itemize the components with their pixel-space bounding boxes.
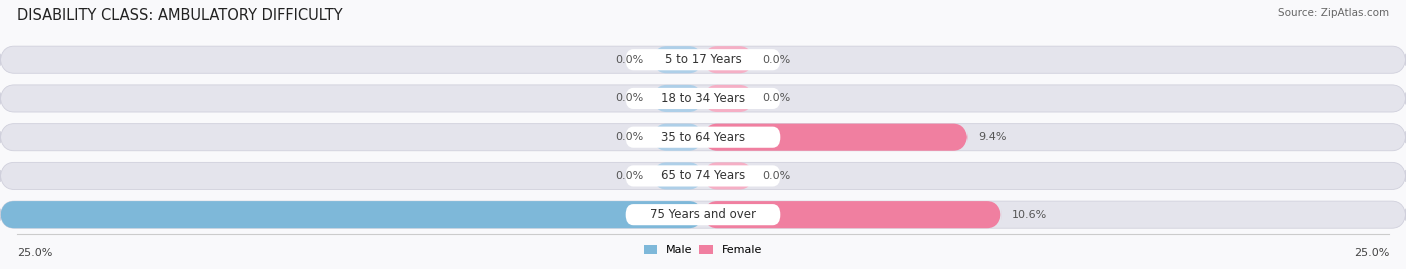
Text: 0.0%: 0.0% (762, 93, 790, 104)
FancyBboxPatch shape (652, 46, 703, 73)
FancyBboxPatch shape (0, 162, 1406, 189)
FancyBboxPatch shape (652, 124, 703, 151)
Text: DISABILITY CLASS: AMBULATORY DIFFICULTY: DISABILITY CLASS: AMBULATORY DIFFICULTY (17, 8, 343, 23)
Text: 25.0%: 25.0% (1354, 248, 1389, 258)
Text: 10.6%: 10.6% (1012, 210, 1047, 220)
FancyBboxPatch shape (703, 162, 754, 189)
Text: Source: ZipAtlas.com: Source: ZipAtlas.com (1278, 8, 1389, 18)
FancyBboxPatch shape (0, 85, 1406, 112)
FancyBboxPatch shape (0, 124, 1406, 151)
Text: 0.0%: 0.0% (616, 171, 644, 181)
Legend: Male, Female: Male, Female (644, 245, 762, 255)
Text: 0.0%: 0.0% (616, 55, 644, 65)
Text: 35 to 64 Years: 35 to 64 Years (661, 131, 745, 144)
FancyBboxPatch shape (703, 201, 1001, 228)
FancyBboxPatch shape (626, 127, 780, 148)
FancyBboxPatch shape (652, 85, 703, 112)
Text: 0.0%: 0.0% (616, 132, 644, 142)
FancyBboxPatch shape (626, 204, 780, 225)
Text: 9.4%: 9.4% (979, 132, 1007, 142)
FancyBboxPatch shape (652, 162, 703, 189)
FancyBboxPatch shape (626, 49, 780, 70)
FancyBboxPatch shape (626, 88, 780, 109)
Text: 65 to 74 Years: 65 to 74 Years (661, 169, 745, 182)
Text: 0.0%: 0.0% (616, 93, 644, 104)
Text: 75 Years and over: 75 Years and over (650, 208, 756, 221)
Text: 0.0%: 0.0% (762, 55, 790, 65)
FancyBboxPatch shape (0, 46, 1406, 73)
Text: 0.0%: 0.0% (762, 171, 790, 181)
FancyBboxPatch shape (703, 46, 754, 73)
FancyBboxPatch shape (0, 201, 1406, 228)
Text: 18 to 34 Years: 18 to 34 Years (661, 92, 745, 105)
FancyBboxPatch shape (0, 201, 703, 228)
Text: 5 to 17 Years: 5 to 17 Years (665, 53, 741, 66)
FancyBboxPatch shape (703, 124, 967, 151)
FancyBboxPatch shape (703, 85, 754, 112)
FancyBboxPatch shape (626, 165, 780, 186)
Text: 25.0%: 25.0% (17, 248, 52, 258)
